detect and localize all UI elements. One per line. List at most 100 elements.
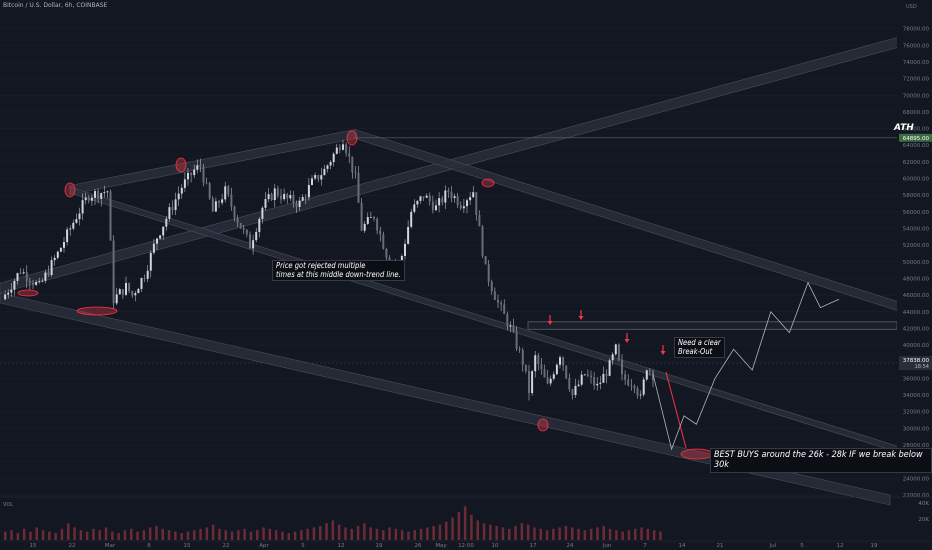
candle [10, 283, 13, 297]
candle [84, 192, 87, 205]
current-price-sublabel: 18:54 [915, 364, 929, 370]
volume-bars [4, 506, 662, 540]
candle [255, 227, 258, 243]
candle-body [311, 178, 313, 185]
candle-body [500, 302, 503, 305]
candle [431, 195, 434, 214]
candle [335, 143, 338, 155]
candle [156, 237, 158, 251]
candle-body [301, 197, 304, 201]
candle [422, 196, 425, 202]
volume-bar-39 [249, 531, 253, 540]
volume-bar-96 [608, 528, 612, 540]
candle-body [208, 183, 211, 199]
volume-bar-61 [388, 527, 391, 540]
volume-bar-50 [319, 526, 322, 540]
candle [506, 311, 509, 331]
volume-bar-55 [350, 528, 353, 540]
down-arrow-head [578, 316, 584, 320]
volume-bar-46 [293, 531, 297, 540]
candle-body [497, 299, 499, 303]
candle [642, 376, 645, 397]
volume-bar-84 [533, 527, 536, 540]
volume-bar-42 [268, 528, 272, 540]
candle [568, 373, 571, 392]
time-tick-15: 24 [567, 543, 574, 549]
candle-body [586, 374, 589, 376]
candle-body [118, 289, 121, 295]
candle-body [270, 194, 273, 201]
candle-body [419, 196, 422, 201]
volume-bar-32 [205, 527, 209, 540]
candle [611, 352, 614, 366]
candle-body [540, 364, 543, 370]
candle-body [78, 213, 81, 220]
currency-label: USD [906, 4, 917, 10]
candle-body [534, 355, 537, 372]
candle [534, 351, 537, 378]
volume-bar-99 [627, 530, 631, 540]
candle-body [177, 193, 180, 200]
time-tick-1: 22 [69, 543, 76, 549]
candle [19, 268, 22, 275]
candle [450, 186, 453, 203]
candle [7, 289, 10, 299]
trend-channels [0, 27, 932, 506]
volume-bar-60 [382, 530, 385, 540]
volume-bar-26 [167, 530, 171, 540]
candle [298, 196, 301, 211]
candle [165, 215, 168, 231]
volume-bar-29 [186, 531, 190, 540]
candle-body [531, 371, 534, 394]
volume-bar-45 [287, 533, 290, 540]
candle [490, 279, 493, 295]
candle [292, 190, 295, 208]
price-tick-13: 48000.00 [903, 276, 930, 282]
candle-body [456, 196, 459, 206]
candle-body [524, 364, 527, 372]
candle [537, 353, 540, 371]
volume-bar-66 [419, 528, 423, 540]
time-axis: 15 22 Mar 8 15 22 Apr 5 12 19 26 May 12:00 10 17 24 Jun 7… [0, 496, 932, 549]
candle [555, 363, 558, 376]
candle-body [25, 272, 28, 281]
price-tick-15: 52000.00 [903, 243, 930, 249]
volume-bar-16 [104, 527, 108, 540]
candle-body [413, 204, 416, 212]
down-arrow-1 [578, 310, 584, 320]
candle-body [431, 201, 434, 211]
candle-body [112, 240, 115, 304]
candle-body [357, 172, 360, 203]
candle-body [376, 218, 379, 231]
candle-body [435, 205, 437, 211]
price-tick-3: 28000.00 [903, 443, 930, 449]
candle [258, 217, 261, 238]
volume-bar-13 [85, 531, 89, 540]
candle-body [97, 191, 100, 199]
best-buys-note: BEST BUYS around the 26k - 28k IF we bre… [710, 448, 932, 473]
candle [524, 364, 527, 374]
volume-bar-94 [596, 527, 599, 540]
candle-body [599, 382, 602, 384]
candle-body [490, 281, 493, 292]
candle [270, 192, 273, 202]
candle-body [4, 294, 7, 300]
candle-body [611, 354, 614, 361]
volume-bar-27 [174, 531, 177, 540]
candle-body [171, 207, 174, 211]
volume-bar-37 [237, 530, 240, 540]
candle [633, 384, 636, 394]
candle [53, 254, 56, 266]
candle-body [87, 197, 90, 201]
candle [267, 188, 270, 203]
volume-bar-78 [495, 526, 498, 540]
candle [528, 364, 530, 401]
candle-body [503, 304, 506, 315]
candle [146, 265, 149, 283]
candle [311, 175, 313, 186]
time-tick-5: 22 [223, 543, 230, 549]
candle [438, 192, 441, 213]
candle-body [22, 272, 25, 274]
